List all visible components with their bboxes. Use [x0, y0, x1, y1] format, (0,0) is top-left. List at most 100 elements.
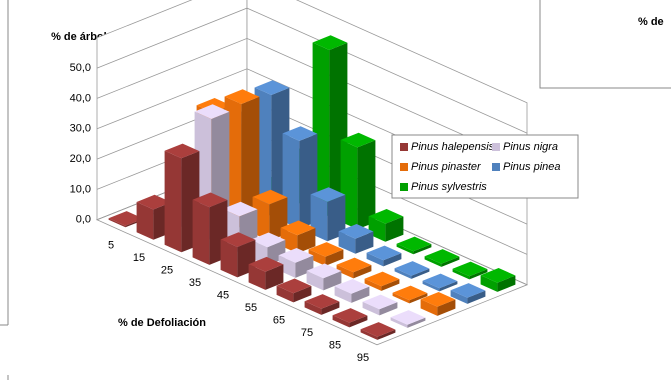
- x-tick-label: 95: [357, 352, 369, 364]
- bar-top: [310, 187, 346, 202]
- bar-top: [248, 256, 284, 272]
- bar-top: [336, 257, 372, 273]
- bar: [394, 261, 430, 279]
- bar-side: [265, 264, 284, 290]
- bar-top: [136, 194, 172, 210]
- bar: [390, 310, 426, 328]
- bar-side: [323, 271, 342, 291]
- bar-top: [368, 209, 404, 224]
- bar-front: [192, 199, 210, 265]
- bar: [248, 256, 284, 290]
- bar-side: [351, 286, 370, 303]
- bar-top: [252, 189, 288, 205]
- bar-front: [422, 280, 440, 292]
- bar-front: [108, 218, 126, 228]
- neighbor-chart-label: % de: [638, 16, 664, 28]
- bar-top: [366, 245, 402, 261]
- bar-front: [332, 315, 350, 328]
- y-tick-label: 40,0: [70, 92, 91, 104]
- bar-top: [254, 80, 290, 95]
- bar-side: [293, 286, 312, 303]
- bar-side: [377, 329, 396, 340]
- bar-side: [411, 268, 430, 279]
- bar-front: [420, 299, 438, 316]
- bar: [310, 187, 346, 242]
- legend-swatch: [400, 143, 408, 151]
- x-axis-label: % de Defoliación: [118, 317, 206, 329]
- bar-front: [480, 275, 498, 292]
- x-tick-label: 55: [245, 302, 257, 314]
- bar-side: [469, 269, 488, 280]
- bar: [164, 143, 200, 253]
- legend-label: Pinus pinea: [503, 161, 561, 173]
- bar: [392, 285, 428, 304]
- x-tick-label: 15: [133, 252, 145, 264]
- bar: [396, 236, 432, 255]
- legend-label: Pinus sylvestris: [411, 181, 487, 193]
- bar-top: [304, 294, 340, 309]
- bar-top: [480, 268, 516, 283]
- bar: [192, 192, 228, 265]
- y-tick-label: 30,0: [70, 123, 91, 135]
- bar: [332, 308, 368, 328]
- x-tick-label: 25: [161, 265, 173, 277]
- bar: [364, 271, 400, 291]
- bar-side: [409, 293, 428, 304]
- bar-side: [353, 265, 372, 279]
- bar-front: [390, 317, 408, 328]
- y-tick-label: 0,0: [76, 214, 91, 226]
- bar-top: [360, 322, 396, 337]
- bar-side: [467, 290, 486, 304]
- bar-front: [364, 278, 382, 291]
- bar: [420, 292, 456, 316]
- bar-front: [392, 292, 410, 304]
- bar-top: [192, 192, 228, 208]
- bar: [276, 278, 312, 303]
- bar-front: [338, 231, 356, 254]
- bar-top: [338, 224, 374, 239]
- bar-top: [362, 294, 398, 310]
- bar-top: [278, 248, 314, 263]
- bar-side: [383, 253, 402, 267]
- bar-side: [321, 301, 340, 315]
- legend-label: Pinus pinaster: [411, 161, 482, 173]
- bar-side: [407, 317, 426, 328]
- bar-top: [250, 232, 286, 248]
- bar-front: [452, 268, 470, 280]
- bar: [304, 294, 340, 315]
- bar-side: [497, 275, 516, 292]
- bar-front: [164, 150, 182, 253]
- bar: [450, 283, 486, 304]
- grid-line: [96, 37, 528, 164]
- bar-front: [334, 286, 352, 303]
- bar-side: [441, 256, 460, 267]
- bar-top: [282, 126, 318, 141]
- bar-top: [164, 143, 200, 159]
- bar-front: [136, 202, 154, 240]
- x-tick-label: 85: [329, 340, 341, 352]
- bar: [334, 279, 370, 303]
- bar-side: [385, 216, 404, 242]
- bar: [306, 263, 342, 291]
- bar: [308, 242, 344, 266]
- bar: [422, 273, 458, 292]
- bar-front: [306, 270, 324, 291]
- bar: [452, 261, 488, 280]
- legend-label: Pinus nigra: [503, 141, 558, 153]
- y-tick-label: 20,0: [70, 153, 91, 165]
- bar: [360, 322, 396, 340]
- bar-top: [276, 278, 312, 294]
- x-tick-label: 35: [189, 277, 201, 289]
- bar-top: [108, 211, 144, 226]
- bar-top: [222, 201, 258, 217]
- x-tick-label: 75: [301, 327, 313, 339]
- bar-front: [304, 301, 322, 315]
- bar-front: [276, 285, 294, 303]
- bar: [480, 268, 516, 292]
- bar-top: [394, 261, 430, 276]
- legend-label: Pinus halepensis: [411, 141, 495, 153]
- bar-top: [334, 279, 370, 294]
- legend-swatch: [400, 163, 408, 171]
- bar-front: [450, 290, 468, 304]
